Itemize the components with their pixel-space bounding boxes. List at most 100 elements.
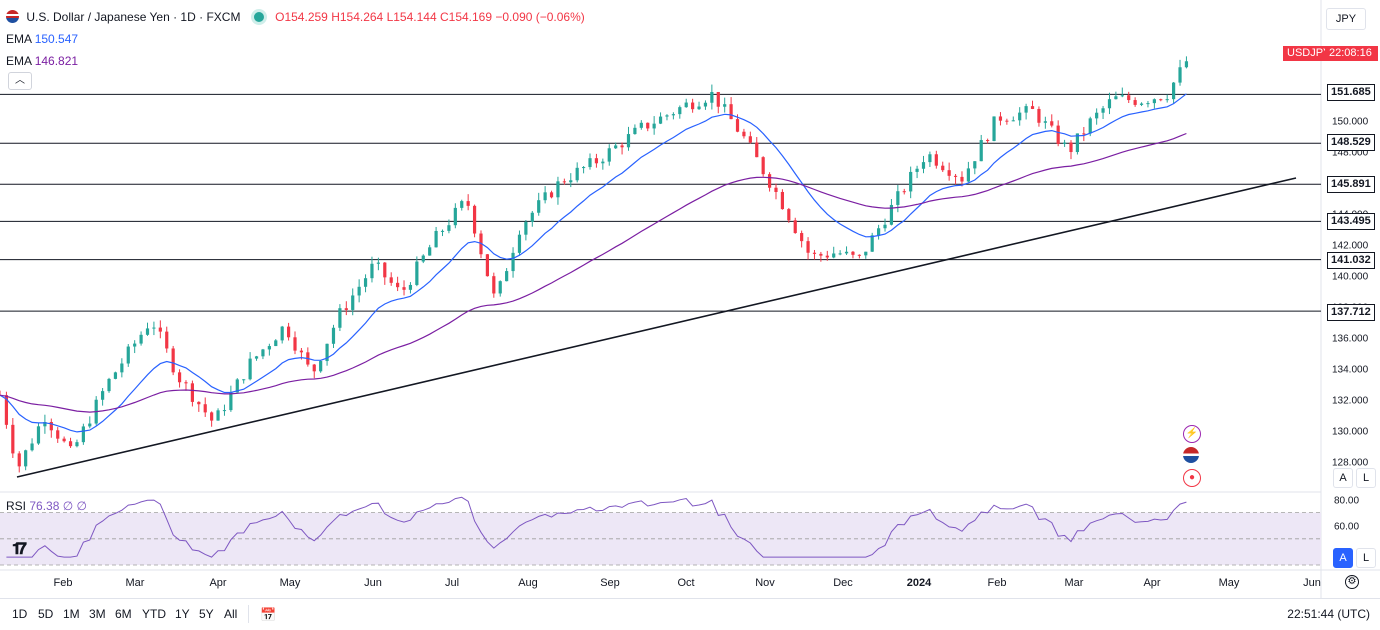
candle xyxy=(402,280,406,296)
log-scale-button[interactable]: L xyxy=(1356,468,1376,488)
candle xyxy=(581,166,586,174)
symbol-title[interactable]: U.S. Dollar / Japanese Yen · 1D · FXCM xyxy=(26,10,241,24)
range-6m-button[interactable]: 6M xyxy=(115,607,132,621)
candle-body xyxy=(973,161,977,169)
candle-body xyxy=(755,142,759,158)
symbol-price-tag: USDJPY xyxy=(1283,46,1335,61)
time-tick-label: Dec xyxy=(833,577,853,589)
candle xyxy=(537,192,541,216)
candle-body xyxy=(844,251,849,254)
time-tick-label: Feb xyxy=(988,577,1007,589)
candle-body xyxy=(165,331,169,349)
ema-slow-line xyxy=(0,132,1187,413)
candle-body xyxy=(363,278,368,287)
candle-body xyxy=(1088,118,1092,134)
rsi-log-scale-button[interactable]: L xyxy=(1356,548,1376,568)
currency-selector[interactable]: JPY xyxy=(1326,8,1366,30)
range-3m-button[interactable]: 3M xyxy=(89,607,106,621)
candle xyxy=(825,250,829,261)
candle-body xyxy=(1152,99,1156,104)
range-ytd-button[interactable]: YTD xyxy=(142,607,166,621)
us-flag-icon[interactable] xyxy=(1183,447,1199,463)
candle xyxy=(94,396,98,426)
collapse-legend-button[interactable]: ︿ xyxy=(8,72,32,90)
candle xyxy=(88,416,92,429)
candle xyxy=(1127,91,1131,103)
candle-body xyxy=(1133,100,1137,105)
price-tick-label: 140.000 xyxy=(1332,272,1369,283)
ohlc-low: L154.144 xyxy=(386,10,437,24)
candle xyxy=(562,178,566,185)
candle xyxy=(370,256,374,283)
date-range-calendar-icon[interactable]: 📅 xyxy=(260,607,277,622)
candle-body xyxy=(517,234,522,253)
candle-body xyxy=(511,252,515,272)
candle xyxy=(877,224,881,240)
auto-scale-button[interactable]: A xyxy=(1333,468,1353,488)
candle xyxy=(498,280,502,297)
ema-fast-legend[interactable]: EMA 150.547 xyxy=(6,32,78,46)
candle-body xyxy=(357,286,361,296)
candle-body xyxy=(832,253,836,258)
price-chart[interactable]: 152.000150.000148.000146.000144.000142.0… xyxy=(0,0,1380,598)
ema-slow-legend[interactable]: EMA 146.821 xyxy=(6,54,78,68)
candle xyxy=(902,188,906,195)
candle xyxy=(49,418,53,438)
candle xyxy=(1172,81,1176,104)
candle xyxy=(652,116,656,135)
candle-body xyxy=(812,252,817,254)
candle-body xyxy=(505,271,509,282)
candle-body xyxy=(960,176,964,182)
candle xyxy=(210,411,214,427)
lightning-icon[interactable]: ⚡ xyxy=(1183,425,1201,443)
candle xyxy=(1024,103,1028,120)
candle-body xyxy=(1165,99,1169,101)
candle-body xyxy=(421,255,425,262)
candle xyxy=(524,220,528,241)
candle xyxy=(549,190,554,199)
candle-body xyxy=(216,410,220,421)
candle-body xyxy=(280,326,284,341)
candle xyxy=(691,98,695,113)
candle-body xyxy=(1127,95,1131,101)
range-1d-button[interactable]: 1D xyxy=(12,607,28,621)
range-1y-button[interactable]: 1Y xyxy=(175,607,190,621)
candle-body xyxy=(222,410,227,412)
candle-body xyxy=(286,326,291,338)
candle xyxy=(421,254,425,264)
candle xyxy=(857,254,861,259)
candle-body xyxy=(1037,108,1041,123)
candle xyxy=(774,183,778,200)
record-icon[interactable]: ● xyxy=(1183,469,1201,487)
candle xyxy=(229,385,233,412)
candle-body xyxy=(735,119,740,132)
range-5y-button[interactable]: 5Y xyxy=(199,607,214,621)
candle-body xyxy=(889,204,894,225)
rsi-line xyxy=(6,496,1187,558)
candle xyxy=(216,408,220,421)
toolbar-divider xyxy=(248,605,249,623)
candle xyxy=(1101,105,1105,120)
candle xyxy=(203,397,207,417)
candle-body xyxy=(370,263,374,279)
candle xyxy=(716,91,720,114)
candle xyxy=(646,122,650,132)
settings-gear-icon[interactable]: ⚙ xyxy=(1345,575,1359,589)
price-tick-label: 136.000 xyxy=(1332,334,1369,345)
candle xyxy=(543,186,547,204)
range-5d-button[interactable]: 5D xyxy=(38,607,54,621)
rsi-legend[interactable]: RSI 76.38 ∅ ∅ xyxy=(6,499,87,513)
candle-body xyxy=(408,284,413,290)
candle-body xyxy=(485,254,490,277)
candle-body xyxy=(723,104,727,107)
ascending-trendline xyxy=(16,177,1297,478)
candle xyxy=(184,380,188,391)
range-1m-button[interactable]: 1M xyxy=(63,607,80,621)
range-all-button[interactable]: All xyxy=(224,607,238,621)
time-tick-label: Jul xyxy=(445,577,459,589)
candle xyxy=(934,150,938,169)
rsi-tick-label: 80.00 xyxy=(1334,496,1359,507)
candle-body xyxy=(703,102,708,107)
candle xyxy=(1120,87,1124,98)
rsi-auto-scale-button[interactable]: A xyxy=(1333,548,1353,568)
